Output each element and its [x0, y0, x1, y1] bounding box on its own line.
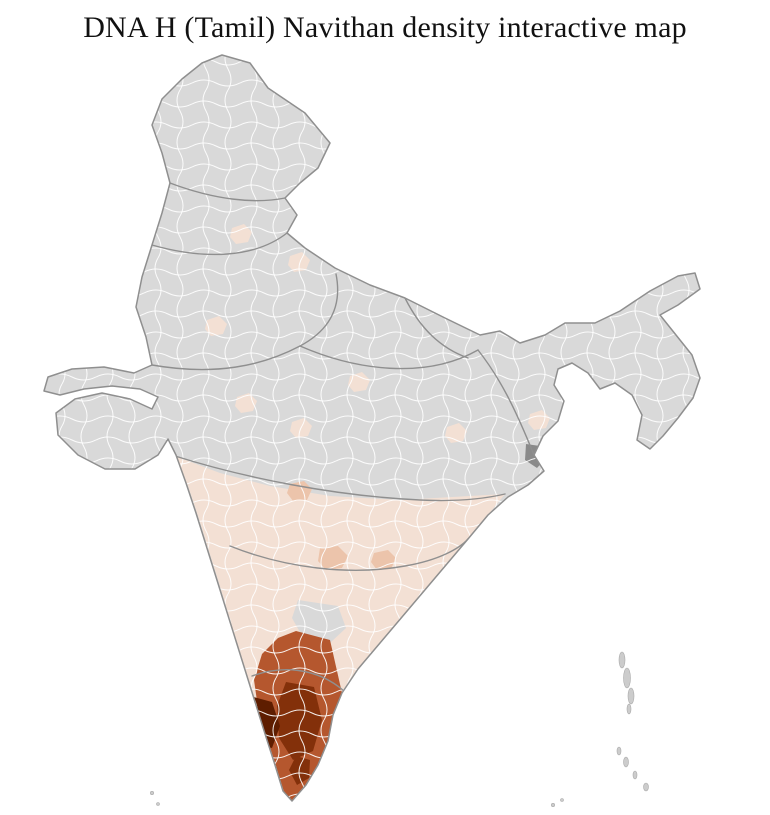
state-border-line	[151, 273, 339, 371]
island[interactable]	[618, 651, 626, 669]
island[interactable]	[627, 687, 635, 705]
state-border-line	[229, 538, 469, 571]
page-title: DNA H (Tamil) Navithan density interacti…	[83, 11, 687, 44]
andaman-nicobar-islands[interactable]	[150, 651, 649, 807]
island[interactable]	[632, 770, 638, 780]
state-border-line	[477, 349, 535, 456]
state-border-line	[174, 455, 506, 502]
map-container[interactable]	[0, 48, 770, 808]
state-border-line	[169, 182, 286, 202]
district-borders-overlay	[44, 55, 700, 801]
india-choropleth-svg[interactable]	[0, 48, 770, 808]
island[interactable]	[626, 703, 632, 715]
island[interactable]	[150, 790, 155, 795]
island[interactable]	[616, 746, 622, 756]
state-borders	[151, 182, 616, 692]
district-region-west-coast[interactable]	[35, 392, 49, 405]
state-border-line	[151, 232, 288, 256]
island[interactable]	[560, 798, 564, 802]
island[interactable]	[550, 802, 555, 807]
state-border-line	[251, 669, 345, 692]
state-border-line	[404, 297, 469, 359]
island[interactable]	[156, 802, 160, 806]
island[interactable]	[623, 667, 631, 689]
island[interactable]	[643, 782, 649, 792]
island[interactable]	[623, 756, 629, 768]
state-border-line	[299, 345, 479, 370]
india-outline	[43, 54, 701, 802]
